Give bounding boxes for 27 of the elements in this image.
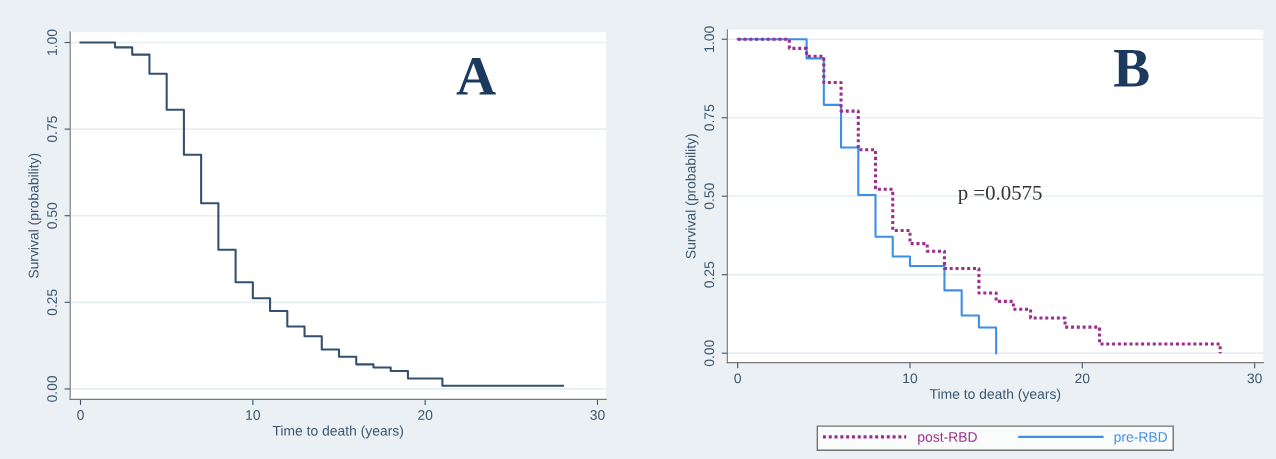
x-tick-label: 10 — [903, 373, 918, 384]
annotation: B — [1114, 50, 1149, 87]
x-tick-label: 10 — [246, 410, 261, 420]
y-tick-label: 0.75 — [47, 116, 58, 143]
annotation: A — [456, 57, 496, 95]
y-tick-label: 0.75 — [704, 104, 715, 131]
y-tick-label: 1.00 — [47, 29, 58, 55]
y-axis-title: Survival (probability) — [685, 134, 699, 259]
y-tick-label: 1.00 — [704, 26, 715, 52]
x-tick-label: 0 — [734, 373, 741, 384]
x-tick-label: 20 — [418, 410, 433, 420]
x-tick-label: 30 — [590, 410, 605, 420]
y-tick-label: 0.00 — [47, 375, 58, 402]
text: post-RBD — [918, 432, 977, 445]
x-tick-label: 20 — [1075, 373, 1090, 384]
x-axis-title: Time to death (years) — [272, 425, 404, 439]
x-axis-title: Time to death (years) — [929, 388, 1061, 402]
y-tick-label: 0.50 — [47, 202, 58, 229]
text: pre-RBD — [1114, 432, 1168, 445]
x-tick-label: 30 — [1247, 373, 1262, 384]
x-tick-label: 0 — [77, 410, 84, 420]
y-axis-title: Survival (probability) — [28, 153, 42, 278]
annotation: p =0.0575 — [958, 185, 1042, 204]
y-tick-label: 0.00 — [704, 340, 715, 367]
y-tick-label: 0.25 — [704, 261, 715, 288]
y-tick-label: 0.50 — [704, 183, 715, 210]
y-tick-label: 0.25 — [47, 289, 58, 316]
